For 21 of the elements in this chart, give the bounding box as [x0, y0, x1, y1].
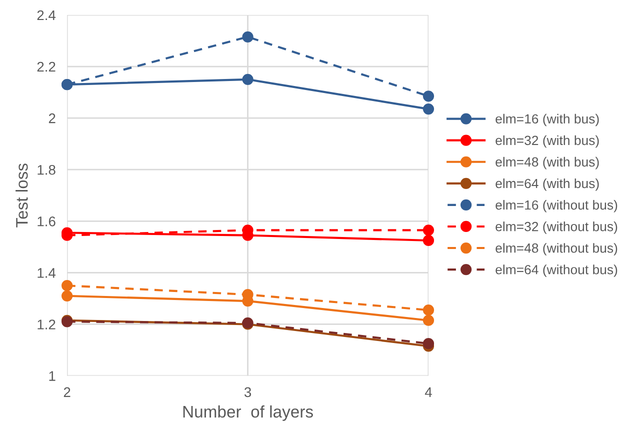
y-tick-label: 2.4 [37, 10, 56, 20]
y-tick-label: 1.6 [38, 216, 56, 226]
legend-label: elm=48 (with bus) [496, 156, 599, 170]
legend-label: elm=64 (without bus) [496, 264, 618, 277]
legend-label: elm=16 (with bus) [496, 114, 599, 126]
y-tick-label: 2 [48, 113, 56, 124]
x-tick-label: 3 [244, 387, 252, 398]
x-tick-label: 2 [64, 387, 70, 397]
legend-label: elm=32 (without bus) [496, 222, 618, 234]
y-axis-title: Test loss [16, 164, 28, 228]
legend-label: elm=64 (with bus) [496, 178, 599, 191]
x-axis-title: Number of layers [183, 405, 313, 421]
y-tick-label: 1 [49, 371, 56, 381]
y-tick-label: 1.2 [38, 320, 56, 330]
legend-label: elm=48 (without bus) [496, 243, 618, 256]
y-tick-label: 1.8 [38, 164, 56, 175]
legend-label: elm=32 (with bus) [496, 135, 599, 148]
y-tick-label: 2.2 [37, 62, 56, 72]
legend-label: elm=16 (without bus) [496, 200, 618, 212]
y-tick-label: 1.4 [38, 268, 56, 278]
x-tick-label: 4 [424, 387, 432, 397]
